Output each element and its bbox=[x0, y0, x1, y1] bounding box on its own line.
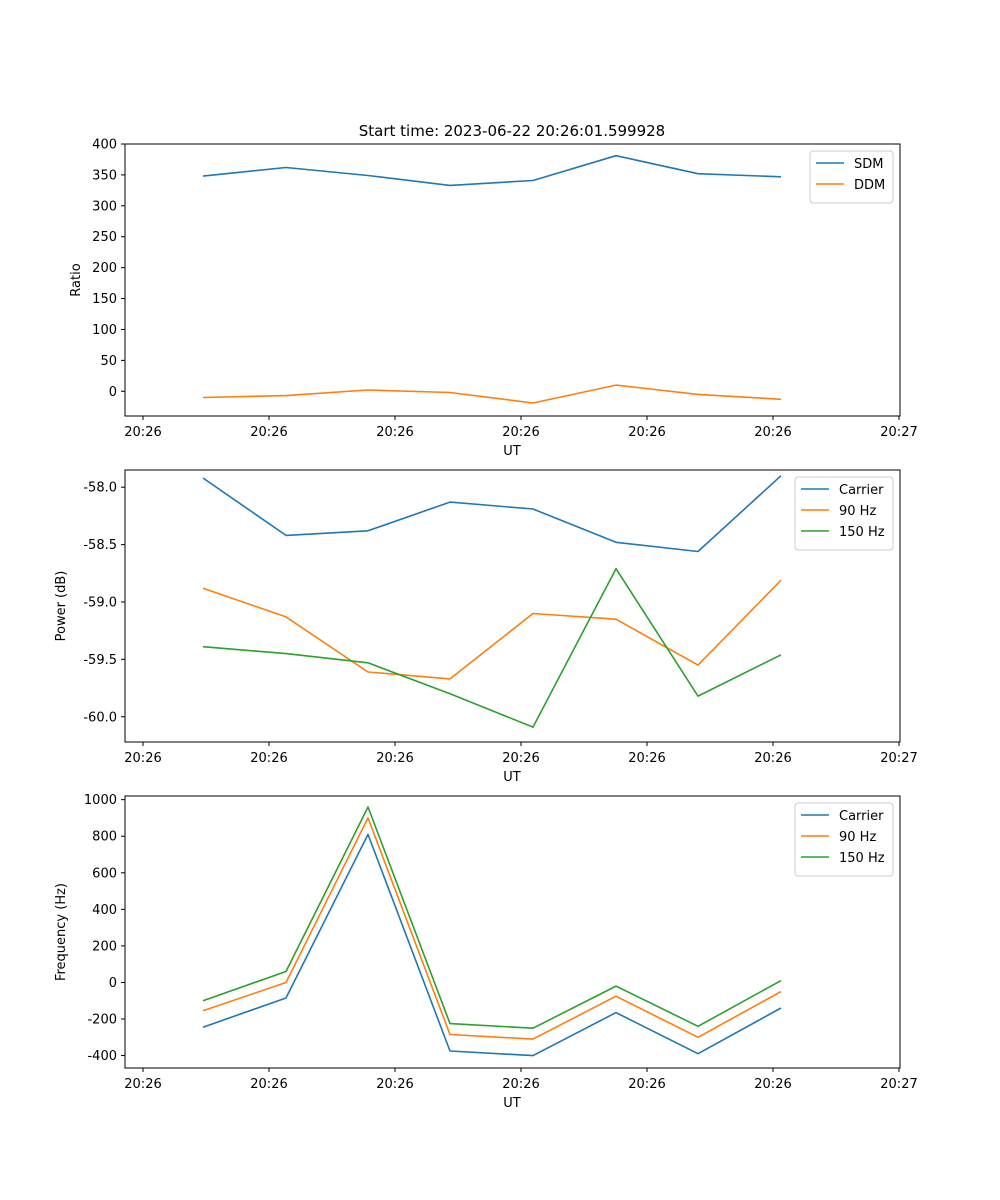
series-line-ddm bbox=[202, 384, 782, 404]
y-tick-label: 600 bbox=[92, 866, 117, 881]
x-tick-label: 20:26 bbox=[376, 425, 413, 440]
y-tick-label: 400 bbox=[92, 903, 117, 918]
axes-frame bbox=[124, 795, 901, 1069]
series-line-90-hz bbox=[202, 579, 782, 680]
y-tick-label: -200 bbox=[87, 1013, 117, 1028]
y-tick-label: 1000 bbox=[84, 793, 117, 808]
x-tick-label: 20:26 bbox=[754, 751, 791, 766]
legend-label-ddm: DDM bbox=[854, 178, 885, 193]
y-tick-label: 200 bbox=[92, 261, 117, 276]
y-tick-label: -58.0 bbox=[83, 481, 117, 496]
legend: Carrier 90 Hz 150 Hz bbox=[794, 476, 894, 551]
legend-label-carrier: Carrier bbox=[839, 809, 884, 824]
y-tick-label: -59.5 bbox=[83, 653, 117, 668]
y-axis-label: Ratio bbox=[69, 263, 84, 296]
legend: SDM DDM bbox=[809, 150, 894, 204]
x-tick-label: 20:26 bbox=[628, 1077, 665, 1092]
y-axis-label: Frequency (Hz) bbox=[54, 883, 69, 981]
series-line-sdm bbox=[202, 154, 782, 187]
x-tick-label: 20:26 bbox=[250, 1077, 287, 1092]
legend-label-carrier: Carrier bbox=[839, 483, 884, 498]
subplot-2: -60.0 -59.5 -59.0 -58.5 -58.0 20:26 20:26 20:26… bbox=[54, 469, 918, 785]
y-tick-label: 300 bbox=[92, 199, 117, 214]
x-tick-label: 20:27 bbox=[880, 1077, 917, 1092]
subplot-1: 0 50 100 150 200 250 300 350 400 20:26 20:26 20:26 2… bbox=[69, 138, 918, 460]
x-tick-label: 20:26 bbox=[376, 1077, 413, 1092]
x-tick-label: 20:27 bbox=[880, 751, 917, 766]
series-line-150-hz bbox=[202, 806, 782, 1029]
legend-label-90-hz: 90 Hz bbox=[839, 504, 876, 519]
x-tick-label: 20:26 bbox=[754, 425, 791, 440]
x-tick-label: 20:26 bbox=[124, 751, 161, 766]
y-axis-label: Power (dB) bbox=[54, 571, 69, 642]
x-axis-label: UT bbox=[503, 444, 521, 459]
x-axis-label: UT bbox=[503, 1096, 521, 1111]
series-line-90-hz bbox=[202, 817, 782, 1040]
y-tick-label: -60.0 bbox=[83, 710, 117, 725]
x-tick-label: 20:26 bbox=[502, 751, 539, 766]
x-tick-label: 20:26 bbox=[502, 425, 539, 440]
subplots: 0 50 100 150 200 250 300 350 400 20:26 20:26 20:26 2… bbox=[54, 138, 918, 1112]
y-tick-label: -59.0 bbox=[83, 595, 117, 610]
x-tick-label: 20:26 bbox=[376, 751, 413, 766]
x-tick-label: 20:26 bbox=[502, 1077, 539, 1092]
series-line-150-hz bbox=[202, 567, 782, 728]
legend-label-90-hz: 90 Hz bbox=[839, 830, 876, 845]
axes-frame bbox=[124, 469, 901, 743]
y-tick-label: 0 bbox=[109, 976, 117, 991]
series-line-carrier bbox=[202, 833, 782, 1057]
axes-frame bbox=[124, 143, 901, 417]
y-tick-label: 400 bbox=[92, 138, 117, 153]
x-axis-label: UT bbox=[503, 770, 521, 785]
y-tick-label: 50 bbox=[100, 354, 117, 369]
legend-box bbox=[809, 150, 894, 204]
series-line-carrier bbox=[202, 475, 782, 553]
y-tick-label: 150 bbox=[92, 292, 117, 307]
subplot-3: -400 -200 0 200 400 600 800 1000 20:26 20:26 20:26… bbox=[54, 793, 918, 1111]
x-tick-label: 20:26 bbox=[628, 425, 665, 440]
x-tick-label: 20:26 bbox=[124, 1077, 161, 1092]
x-tick-label: 20:26 bbox=[250, 751, 287, 766]
x-tick-label: 20:26 bbox=[124, 425, 161, 440]
y-tick-label: 350 bbox=[92, 168, 117, 183]
y-tick-label: -400 bbox=[87, 1049, 117, 1064]
y-tick-label: 100 bbox=[92, 323, 117, 338]
x-tick-label: 20:26 bbox=[628, 751, 665, 766]
figure-title: Start time: 2023-06-22 20:26:01.599928 bbox=[359, 122, 665, 140]
legend-label-150-hz: 150 Hz bbox=[839, 851, 885, 866]
y-tick-label: 200 bbox=[92, 939, 117, 954]
x-tick-label: 20:27 bbox=[880, 425, 917, 440]
legend-label-sdm: SDM bbox=[854, 157, 883, 172]
y-tick-label: 800 bbox=[92, 830, 117, 845]
y-tick-label: 250 bbox=[92, 230, 117, 245]
y-tick-label: -58.5 bbox=[83, 538, 117, 553]
legend-label-150-hz: 150 Hz bbox=[839, 525, 885, 540]
y-tick-label: 0 bbox=[109, 385, 117, 400]
x-tick-label: 20:26 bbox=[754, 1077, 791, 1092]
x-tick-label: 20:26 bbox=[250, 425, 287, 440]
legend: Carrier 90 Hz 150 Hz bbox=[794, 802, 894, 877]
